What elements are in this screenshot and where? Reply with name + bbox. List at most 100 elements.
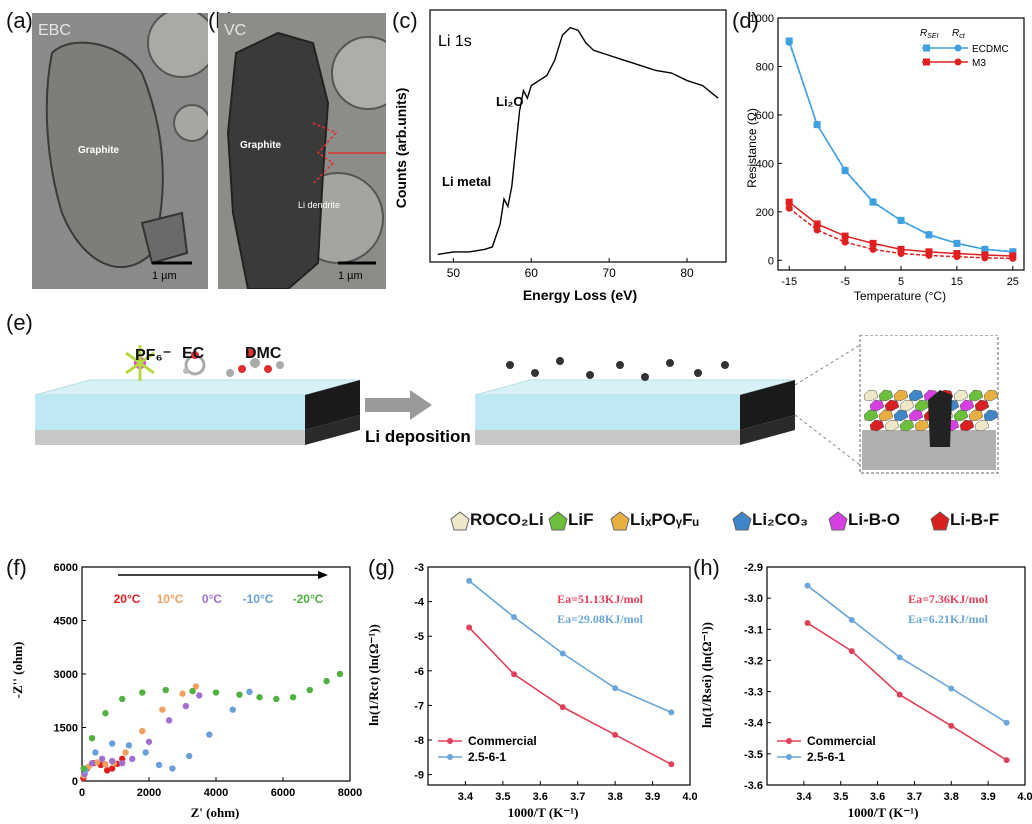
data-point <box>925 251 933 259</box>
sei-legend-label: ROCO₂Li <box>470 510 544 529</box>
sei-tile <box>863 389 879 402</box>
y-tick-label: -7 <box>414 700 424 712</box>
sei-tile <box>893 389 909 402</box>
sei-legend-item: Li-B-F <box>930 505 999 535</box>
x-tick-label: 3.4 <box>458 791 474 803</box>
temp-label: 0°C <box>202 592 222 606</box>
x-tick-label: 8000 <box>338 787 362 799</box>
x-tick-label: 5 <box>898 276 904 288</box>
sei-tile <box>884 399 900 412</box>
data-point <box>102 761 109 768</box>
dmc-label: DMC <box>245 345 282 362</box>
panel-a-label: (a) <box>6 8 33 33</box>
chart-c: Li 1s Counts (arb.units) Energy Loss (eV… <box>393 9 727 303</box>
chart-d-ylabel: Resistance (Ω) <box>745 108 759 188</box>
sei-tile <box>914 419 930 432</box>
x-tick-label: 15 <box>951 276 963 288</box>
data-point <box>869 239 877 247</box>
data-point <box>155 761 163 769</box>
y-tick-label: -3.1 <box>744 624 763 636</box>
pentagon-icon <box>610 510 630 531</box>
legend-label: Commercial <box>807 734 876 748</box>
data-point <box>1003 719 1010 726</box>
data-point <box>785 204 793 212</box>
data-point <box>306 686 313 694</box>
x-tick-label: 3.8 <box>607 791 622 803</box>
data-point <box>186 752 193 760</box>
data-point <box>953 239 961 247</box>
data-point <box>323 677 330 685</box>
y-tick-label: -3.3 <box>744 687 763 699</box>
x-tick-label: 3.9 <box>645 791 660 803</box>
tag-ebc: EBC <box>38 22 71 39</box>
legend-marker <box>954 58 962 66</box>
sei-tile <box>983 389 999 402</box>
sei-tile <box>968 389 984 402</box>
data-point <box>229 706 236 713</box>
chart-g-ylabel: ln(1/Rct) (ln(Ω⁻¹)) <box>368 624 381 726</box>
pf6-label: PF₆⁻ <box>135 347 172 364</box>
data-point <box>1003 757 1010 764</box>
sei-tile <box>908 409 924 422</box>
legend-marker <box>447 738 453 744</box>
x-tick-label: 3.7 <box>907 791 922 803</box>
ann-li2o: Li₂O <box>496 94 523 109</box>
data-point <box>804 620 811 627</box>
chart-f: -Z'' (ohm) Z' (ohm) 20°C 10°C 0°C -10°C -20°… <box>10 562 362 820</box>
data-point <box>897 245 905 253</box>
data-point <box>897 217 905 225</box>
data-point <box>122 749 129 756</box>
data-point <box>108 740 116 747</box>
y-tick-label: -3.5 <box>744 749 763 761</box>
data-point <box>80 765 87 772</box>
y-tick-label: 0 <box>72 776 78 788</box>
data-point <box>897 250 905 258</box>
data-point <box>103 767 111 774</box>
sei-legend-label: Li-B-O <box>848 510 900 529</box>
y-tick-label: 200 <box>756 207 774 219</box>
legend-label: Commercial <box>468 734 537 748</box>
sei-tile <box>869 399 885 412</box>
y-tick-label: -3 <box>414 562 424 574</box>
legend-label: 2.5-6-1 <box>807 750 845 764</box>
sei-tile <box>959 419 975 432</box>
data-point <box>125 742 133 749</box>
sei-tile <box>953 389 969 402</box>
chart-f-ylabel: -Z'' (ohm) <box>10 642 25 699</box>
data-point <box>668 709 675 716</box>
data-point <box>119 695 126 703</box>
sei-tile <box>974 399 990 412</box>
sei-tile <box>878 409 894 422</box>
data-point <box>896 691 903 698</box>
legend-rsei: RSEI <box>920 28 939 40</box>
legend-label: ECDMC <box>972 44 1009 55</box>
sei-legend-item: LiₓPOᵧFᵤ <box>610 505 699 535</box>
sei-legend-item: LiF <box>548 505 594 535</box>
x-tick-label: 3.7 <box>570 791 585 803</box>
data-point <box>192 683 200 690</box>
sei-tile <box>908 389 924 402</box>
data-point <box>466 577 473 584</box>
data-point <box>953 253 961 261</box>
data-point <box>98 755 106 763</box>
data-point <box>139 727 146 735</box>
panel-f-label: (f) <box>6 555 27 580</box>
temp-label: 10°C <box>157 592 184 606</box>
data-point <box>896 654 903 661</box>
sei-legend-item: Li₂CO₃ <box>732 505 808 535</box>
panel-c-label: (c) <box>392 8 418 33</box>
chart-g-ea1: Ea=51.13KJ/mol <box>557 592 644 606</box>
data-point <box>612 731 619 738</box>
data-point <box>841 166 849 174</box>
data-point <box>289 693 297 701</box>
y-tick-label: -4 <box>414 597 425 609</box>
sei-legend-label: Li-B-F <box>950 510 1000 529</box>
data-point <box>129 755 136 763</box>
panel-g-label: (g) <box>368 555 395 580</box>
temp-label: 20°C <box>114 592 141 606</box>
sei-legend-label: LiF <box>568 510 594 529</box>
sei-tile <box>974 419 990 432</box>
x-tick-label: 60 <box>525 266 539 280</box>
plot-frame <box>427 566 691 786</box>
legend-rct: Rct <box>952 28 966 40</box>
